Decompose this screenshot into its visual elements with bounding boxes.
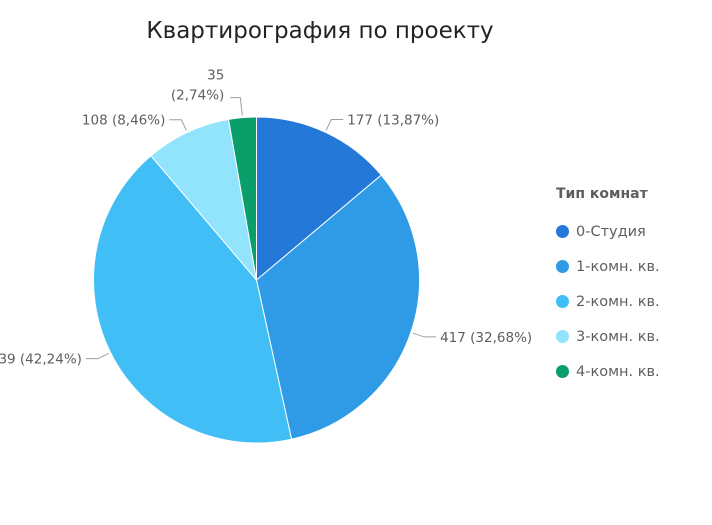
legend-item-4-room[interactable]: 4-комн. кв. [556,354,660,389]
pie-slice-4-room[interactable] [227,116,257,281]
legend-item-studio[interactable]: 0-Студия [556,214,660,249]
chart-title: Квартирография по проекту [146,18,494,44]
pie-slice-2-room[interactable] [93,155,293,444]
data-label-2-room: 539 (42,24%) [0,352,82,368]
legend-label-2-room: 2-комн. кв. [576,293,660,310]
data-label-1-room: 417 (32,68%) [440,330,532,346]
legend-dot-2-room [556,295,569,308]
data-label-percent-4-room: (2,74%) [171,88,224,104]
data-label-studio: 177 (13,87%) [347,113,439,129]
legend-dot-studio [556,225,569,238]
leader-line-studio [325,119,344,131]
leader-line-4-room [230,97,243,116]
legend-dot-1-room [556,260,569,273]
legend-dot-3-room [556,330,569,343]
pie-slice-1-room[interactable] [255,174,420,440]
legend-label-studio: 0-Студия [576,223,646,240]
legend-label-4-room: 4-комн. кв. [576,363,660,380]
legend-label-1-room: 1-комн. кв. [576,258,660,275]
leader-line-2-room [85,352,109,360]
data-label-value-4-room: 35 [207,68,224,84]
legend-title: Тип комнат [556,186,648,202]
leader-line-3-room [169,119,187,131]
legend-dot-4-room [556,365,569,378]
legend-label-3-room: 3-комн. кв. [576,328,660,345]
legend: Тип комнат 0-Студия 1-комн. кв. 2-комн. … [556,186,660,389]
pie-slice-3-room[interactable] [150,118,258,282]
legend-item-1-room[interactable]: 1-комн. кв. [556,249,660,284]
leader-line-1-room [412,332,437,338]
pie-slice-studio[interactable] [256,116,382,282]
legend-item-2-room[interactable]: 2-комн. кв. [556,284,660,319]
data-label-3-room: 108 (8,46%) [82,113,165,129]
legend-item-3-room[interactable]: 3-комн. кв. [556,319,660,354]
